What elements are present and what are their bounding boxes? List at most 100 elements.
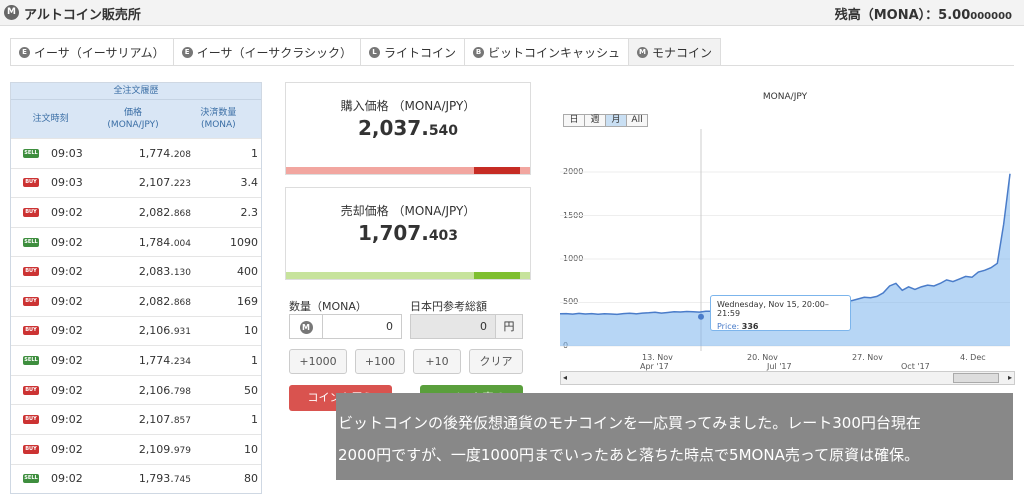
order-time: 09:03 bbox=[51, 176, 83, 190]
scroll-left-arrow-icon[interactable]: ◂ bbox=[563, 373, 568, 382]
order-time: 09:02 bbox=[51, 294, 83, 308]
jpy-total-label: 日本円参考総額 bbox=[410, 300, 487, 313]
order-price-main: 2,106. bbox=[138, 324, 174, 338]
page-title: アルトコイン販売所 bbox=[24, 8, 141, 23]
y-tick-label: 500 bbox=[563, 297, 579, 306]
x-tick-label: 13. Nov bbox=[642, 353, 673, 362]
col-qty-line2: (MONA) bbox=[200, 120, 236, 130]
range-week-button[interactable]: 週 bbox=[584, 114, 606, 127]
tab-ethereum[interactable]: E イーサ（イーサリアム） bbox=[10, 38, 173, 66]
order-price: 2,083.130 bbox=[91, 265, 191, 278]
litecoin-icon: L bbox=[368, 46, 380, 58]
sell-price-bar-accent bbox=[474, 272, 520, 279]
order-price: 1,784.004 bbox=[91, 236, 191, 249]
jpy-total-field: 0 bbox=[410, 314, 496, 339]
buy-price-bar-accent bbox=[474, 167, 520, 174]
order-quantity: 10 bbox=[244, 442, 258, 456]
balance-label: 残高（MONA）： bbox=[834, 8, 939, 23]
order-price-decimals: 130 bbox=[173, 268, 191, 279]
chart-tooltip: Wednesday, Nov 15, 20:00–21:59 Price: 33… bbox=[710, 295, 851, 331]
table-row: SELL 09:02 1,774.234 1 bbox=[11, 345, 261, 375]
order-price-main: 2,107. bbox=[138, 176, 174, 190]
table-row: BUY 09:02 2,083.130 400 bbox=[11, 256, 261, 286]
sell-badge: SELL bbox=[23, 148, 39, 158]
table-row: BUY 09:02 2,106.931 10 bbox=[11, 315, 261, 346]
price-area bbox=[560, 173, 1010, 346]
table-row: BUY 09:02 2,109.979 10 bbox=[11, 433, 261, 464]
order-price-decimals: 931 bbox=[173, 327, 191, 338]
buy-badge: BUY bbox=[23, 415, 39, 425]
order-price-decimals: 745 bbox=[173, 475, 191, 486]
buy-price-box: 購入価格 （MONA/JPY） 2,037.540 bbox=[285, 82, 531, 175]
table-row: BUY 09:03 2,107.223 3.4 bbox=[11, 167, 261, 198]
monacoin-icon: M bbox=[637, 46, 648, 58]
order-price-main: 1,784. bbox=[138, 235, 174, 249]
order-price: 2,109.979 bbox=[91, 443, 191, 456]
order-quantity: 2.3 bbox=[240, 205, 259, 219]
chart-title: MONA/JPY bbox=[762, 92, 808, 102]
add-100-button[interactable]: +100 bbox=[355, 349, 405, 374]
hover-point bbox=[698, 313, 704, 320]
order-price-decimals: 223 bbox=[173, 179, 191, 190]
navigator-handle[interactable] bbox=[953, 373, 999, 383]
order-time: 09:02 bbox=[51, 353, 83, 367]
chart-navigator-scrollbar[interactable]: ◂ ▸ bbox=[560, 371, 1015, 385]
range-selector: 日 週 月 All bbox=[563, 114, 648, 127]
range-all-button[interactable]: All bbox=[626, 114, 648, 127]
nav-label: Oct '17 bbox=[901, 362, 930, 371]
table-row: BUY 09:02 2,082.868 2.3 bbox=[11, 197, 261, 227]
add-1000-button[interactable]: +1000 bbox=[289, 349, 347, 374]
x-tick-label: 20. Nov bbox=[747, 353, 778, 362]
order-price: 2,107.223 bbox=[91, 176, 191, 189]
ethereum-classic-icon: E bbox=[181, 46, 193, 58]
tab-monacoin[interactable]: M モナコイン bbox=[628, 38, 722, 66]
order-price: 2,106.798 bbox=[91, 384, 191, 397]
add-10-button[interactable]: +10 bbox=[413, 349, 461, 374]
tab-label: ビットコインキャッシュ bbox=[487, 45, 620, 60]
ethereum-icon: E bbox=[19, 46, 30, 58]
tab-litecoin[interactable]: L ライトコイン bbox=[359, 38, 464, 66]
order-time: 09:02 bbox=[51, 413, 83, 427]
order-time: 09:02 bbox=[51, 324, 83, 338]
order-quantity: 10 bbox=[244, 324, 258, 338]
scroll-right-arrow-icon[interactable]: ▸ bbox=[1007, 373, 1012, 382]
tab-ethereum-classic[interactable]: E イーサ（イーサクラシック） bbox=[172, 38, 360, 66]
history-header-row: 注文時刻 価格 (MONA/JPY) 決済数量 (MONA) bbox=[11, 100, 261, 138]
table-row: BUY 09:02 2,082.868 169 bbox=[11, 285, 261, 316]
caption-line-2: 2000円ですが、一度1000円までいったあと落ちた時点で5MONA売って原資は… bbox=[338, 446, 920, 464]
buy-badge: BUY bbox=[23, 296, 39, 306]
range-month-button[interactable]: 月 bbox=[605, 114, 627, 127]
order-time: 09:02 bbox=[51, 235, 83, 249]
order-price-main: 2,109. bbox=[138, 442, 174, 456]
order-price-main: 2,083. bbox=[138, 265, 174, 279]
tooltip-price-value: 336 bbox=[741, 322, 759, 331]
order-price: 1,793.745 bbox=[91, 472, 191, 485]
caption-line-1: ビットコインの後発仮想通貨のモナコインを一応買ってみました。レート300円台現在 bbox=[338, 414, 921, 432]
buy-price-value: 2,037.540 bbox=[286, 116, 530, 140]
order-time: 09:02 bbox=[51, 442, 83, 456]
history-rows: SELL 09:03 1,774.208 1 BUY 09:03 2,107.223 3.4 B… bbox=[11, 138, 261, 493]
tab-bitcoin-cash[interactable]: B ビットコインキャッシュ bbox=[463, 38, 628, 66]
buy-badge: BUY bbox=[23, 267, 39, 277]
buy-price-bar bbox=[286, 167, 530, 174]
order-price-main: 1,774. bbox=[138, 146, 174, 160]
qty-input[interactable]: 0 bbox=[322, 314, 402, 339]
order-price-decimals: 208 bbox=[173, 149, 191, 160]
sell-price-decimals: 403 bbox=[428, 228, 459, 244]
col-price-line1: 価格 bbox=[124, 108, 143, 118]
tab-label: イーサ（イーサリアム） bbox=[34, 45, 165, 60]
qty-field-prefix: M bbox=[289, 314, 323, 339]
buy-badge: BUY bbox=[23, 444, 39, 454]
order-price-decimals: 004 bbox=[173, 238, 191, 249]
tab-label: ライトコイン bbox=[383, 45, 456, 60]
order-price-main: 2,082. bbox=[138, 294, 174, 308]
tab-label: イーサ（イーサクラシック） bbox=[196, 45, 352, 60]
order-quantity: 50 bbox=[244, 383, 258, 397]
caption-overlay: ビットコインの後発仮想通貨のモナコインを一応買ってみました。レート300円台現在… bbox=[336, 393, 1013, 480]
order-quantity: 80 bbox=[244, 472, 258, 486]
clear-button[interactable]: クリア bbox=[469, 349, 523, 374]
order-history-table: 全注文履歴 注文時刻 価格 (MONA/JPY) 決済数量 (MONA) SELL 0… bbox=[10, 82, 262, 494]
order-price: 1,774.208 bbox=[91, 147, 191, 160]
sell-badge: SELL bbox=[23, 355, 39, 365]
sell-price-label: 売却価格 （MONA/JPY） bbox=[340, 204, 476, 218]
